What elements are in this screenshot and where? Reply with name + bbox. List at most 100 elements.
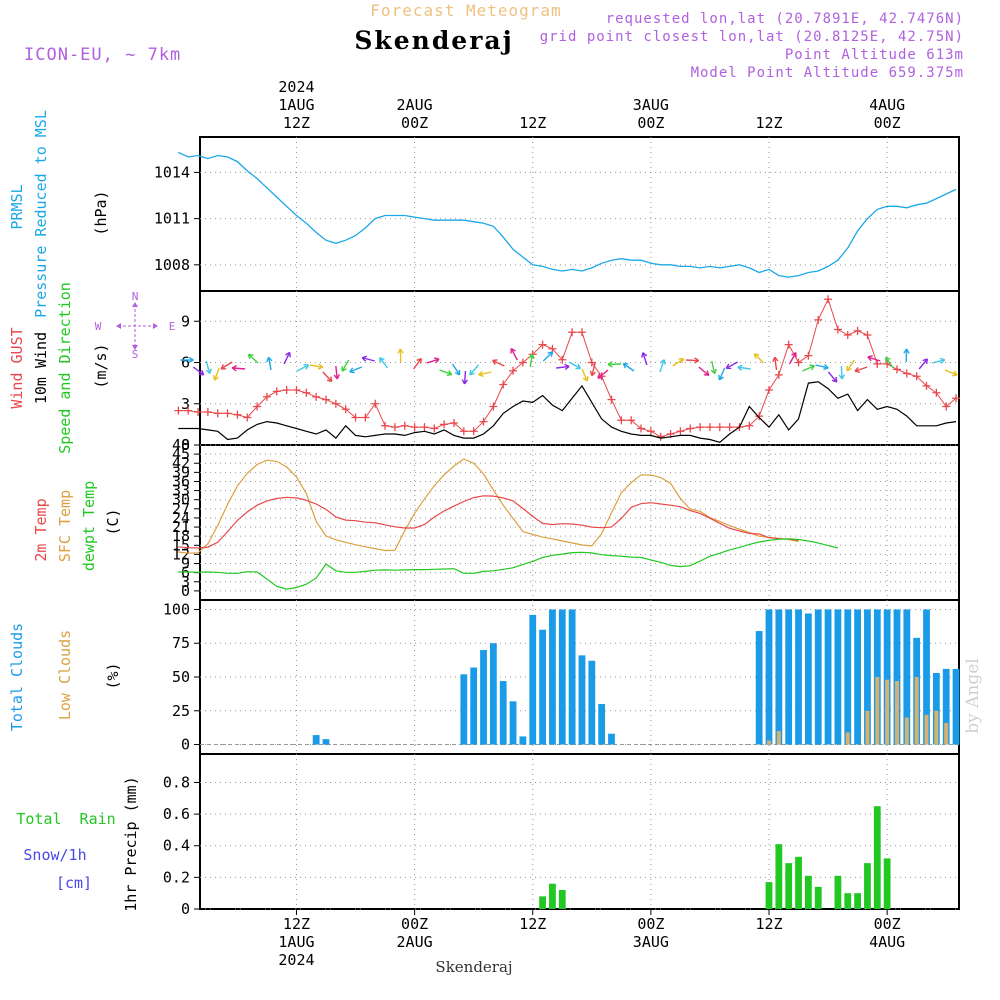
wind-direction-arrow	[349, 366, 363, 373]
pressure-ytick-label: 1011	[154, 210, 190, 228]
clouds-unit: (%)	[104, 662, 122, 689]
wind-direction-arrow	[815, 364, 829, 369]
precip-ytick-label: 0.4	[163, 837, 190, 855]
wind-direction-arrow	[642, 352, 648, 366]
low-cloud-bar	[944, 722, 949, 745]
gust-marker	[784, 340, 793, 349]
gust-marker	[479, 417, 488, 426]
bottom-time-label: 12Z	[755, 915, 782, 933]
wind-direction-arrow	[698, 366, 710, 376]
gust-marker	[696, 423, 705, 432]
temp-ytick-label: 36	[172, 472, 190, 490]
bottom-time-label: 00Z	[874, 915, 901, 933]
total-cloud-bar	[470, 667, 478, 745]
wind-labels: Wind GUST 10m Wind Speed and Direction (…	[8, 282, 175, 454]
gust-marker	[774, 370, 783, 379]
low-cloud-bar	[914, 677, 919, 745]
pressure-line	[178, 151, 957, 278]
gust-marker	[194, 408, 203, 416]
low-cloud-bar	[875, 677, 880, 745]
wind-direction-arrow	[753, 353, 765, 364]
wind-direction-arrow	[335, 365, 338, 380]
wind-direction-arrow	[885, 356, 894, 369]
rain-bar	[549, 883, 556, 909]
wind-arrowhead	[737, 364, 743, 371]
wind-direction-arrow	[426, 358, 440, 364]
gust-marker	[312, 392, 321, 401]
location-title: Skenderaj	[354, 26, 513, 55]
total-cloud-bar	[814, 609, 822, 745]
product-title: Forecast Meteogram	[370, 1, 561, 20]
gridpoint-coords: grid point closest lon,lat (20.8125E, 42…	[540, 29, 964, 45]
wind-arrowhead	[266, 356, 273, 363]
rain-bar	[775, 844, 783, 909]
gust-marker	[518, 358, 527, 367]
gust-marker	[607, 395, 616, 404]
total-cloud-bar	[834, 609, 842, 745]
wind-direction-arrow	[846, 359, 855, 372]
wind-arrowhead	[641, 352, 648, 358]
wind-direction-arrow	[413, 358, 422, 370]
total-cloud-bar	[529, 614, 537, 745]
wind-arrowhead	[589, 370, 596, 377]
compass-east: E	[169, 320, 176, 333]
total-cloud-bar	[795, 609, 802, 745]
total-cloud-bar	[598, 704, 606, 745]
wind-direction-arrow	[774, 357, 778, 371]
wind-arrowhead	[622, 362, 629, 369]
gust-marker	[932, 388, 941, 397]
gust-marker	[804, 351, 813, 360]
wind-direction-arrow	[718, 367, 726, 381]
gust-marker	[282, 386, 291, 394]
wind-direction-arrow	[341, 359, 350, 372]
wind-direction-arrow	[205, 360, 211, 374]
wind-label-10m: 10m Wind	[32, 332, 50, 404]
temp-ytick-label: 6	[181, 564, 190, 582]
top-time-label: 12Z	[283, 114, 310, 132]
rain-bar	[814, 886, 822, 909]
wind-direction-arrow	[283, 352, 291, 365]
bottom-time-label: 00Z	[401, 915, 428, 933]
wind-arrowhead	[867, 355, 873, 362]
total-cloud-bar	[765, 609, 773, 745]
wind-direction-arrow	[510, 348, 518, 361]
precip-frame	[199, 753, 960, 910]
clouds-ytick-label: 50	[172, 668, 190, 686]
wind-arrowhead	[903, 348, 910, 354]
wind-direction-arrow	[542, 351, 554, 362]
temp-ytick-label: 24	[172, 509, 190, 527]
gust-marker	[302, 388, 311, 397]
gust-marker	[942, 402, 951, 411]
wind-arrowhead	[212, 375, 219, 381]
wind-direction-arrow	[439, 369, 453, 376]
low-cloud-bar	[776, 731, 781, 745]
wind-arrowhead	[659, 359, 666, 365]
wind-arrowhead	[885, 356, 891, 363]
wind-arrowhead	[725, 363, 732, 370]
wind-direction-arrow	[840, 365, 843, 380]
gust-marker	[646, 427, 655, 436]
gust-line	[178, 297, 957, 438]
total-cloud-bar	[499, 681, 507, 745]
wind-direction-arrow	[309, 364, 323, 368]
watermark: by Angel	[963, 658, 983, 734]
temp-ytick-label: 42	[172, 454, 190, 472]
gust-marker	[499, 380, 508, 389]
temp-ytick-label: 18	[172, 527, 190, 545]
wind-label-gust: Wind GUST	[8, 327, 26, 408]
gust-marker	[410, 423, 419, 432]
gust-marker	[568, 328, 577, 337]
temp-ytick-label: 15	[172, 536, 190, 554]
total-cloud-bar	[568, 609, 576, 745]
2m-temp-line	[178, 495, 799, 549]
wind-direction-arrow	[725, 361, 739, 369]
wind-direction-arrow	[854, 366, 868, 372]
wind-direction-arrow	[478, 371, 492, 376]
gust-marker	[223, 409, 232, 418]
wind-label-direction: Speed and Direction	[56, 282, 74, 454]
gust-marker	[715, 423, 724, 432]
gust-marker	[617, 416, 626, 425]
compass-west: W	[95, 320, 102, 333]
